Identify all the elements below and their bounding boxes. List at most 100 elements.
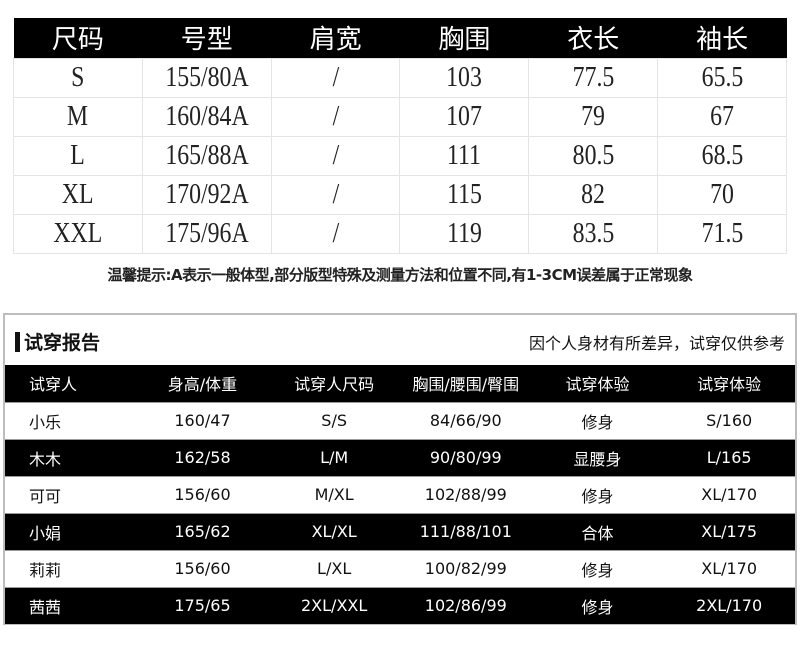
trial-cell: 小娟 xyxy=(5,512,137,550)
size-cell-text: 160/84A xyxy=(165,100,249,132)
size-cell: 79 xyxy=(528,96,659,137)
trial-cell: 102/88/99 xyxy=(399,475,532,513)
trial-cell: 茜茜 xyxy=(5,586,137,624)
size-cell: 67 xyxy=(657,96,787,137)
size-cell-text: / xyxy=(332,100,339,132)
trial-cell: 可可 xyxy=(5,475,137,513)
size-cell: 165/88A xyxy=(141,135,272,176)
trial-cell: 合体 xyxy=(531,512,664,550)
size-cell-text: 65.5 xyxy=(701,61,743,93)
size-cell-text: 175/96A xyxy=(165,217,249,249)
trial-cell: 90/80/99 xyxy=(399,438,532,476)
trial-report: 试穿报告 因个人身材有所差异，试穿仅供参考 试穿人 身高/体重 试穿人尺码 胸围/腰围… xyxy=(3,313,797,625)
size-row: S 155/80A / 103 77.5 65.5 xyxy=(13,57,787,98)
trial-report-table: 试穿人 身高/体重 试穿人尺码 胸围/腰围/臀围 试穿体验 试穿体验 小乐 160/47 S/… xyxy=(5,365,795,624)
size-cell: 119 xyxy=(399,213,530,254)
size-cell-text: 83.5 xyxy=(572,217,615,249)
size-row: L 165/88A / 111 80.5 68.5 xyxy=(13,135,787,176)
trial-cell: 小乐 xyxy=(5,401,137,439)
trial-header-cell: 试穿人尺码 xyxy=(268,365,400,402)
size-cell-text: XXL xyxy=(53,217,103,249)
trial-cell: S/160 xyxy=(663,401,795,439)
size-cell-text: 107 xyxy=(446,100,483,132)
trial-cell: 木木 xyxy=(5,438,137,476)
trial-cell: 160/47 xyxy=(136,401,269,439)
trial-row: 莉莉 156/60 L/XL 100/82/99 修身 XL/170 xyxy=(5,549,795,587)
size-cell-text: 67 xyxy=(710,100,734,132)
size-cell: / xyxy=(270,57,401,98)
trial-cell: 修身 xyxy=(531,475,664,513)
size-cell: 82 xyxy=(528,174,659,215)
trial-cell: 165/62 xyxy=(136,512,269,550)
size-header-cell: 号型 xyxy=(142,18,272,58)
trial-row: 茜茜 175/65 2XL/XXL 102/86/99 修身 2XL/170 xyxy=(5,586,795,624)
size-cell: / xyxy=(270,135,401,176)
size-cell: / xyxy=(270,96,401,137)
trial-cell: 102/86/99 xyxy=(399,586,532,624)
size-cell: 170/92A xyxy=(141,174,272,215)
trial-cell: 84/66/90 xyxy=(399,401,532,439)
size-cell-text: XL xyxy=(62,178,94,210)
size-cell: 160/84A xyxy=(141,96,272,137)
size-cell: L xyxy=(13,135,143,176)
size-cell-text: / xyxy=(332,139,339,171)
size-cell-text: 70 xyxy=(710,178,734,210)
size-cell: 115 xyxy=(399,174,530,215)
trial-row: 可可 156/60 M/XL 102/88/99 修身 XL/170 xyxy=(5,475,795,513)
size-cell-text: S xyxy=(71,61,85,93)
size-row: XL 170/92A / 115 82 70 xyxy=(13,174,787,215)
trial-cell: M/XL xyxy=(268,475,400,513)
size-cell: 103 xyxy=(399,57,530,98)
size-cell: 111 xyxy=(399,135,530,176)
trial-cell: XL/175 xyxy=(663,512,795,550)
trial-cell: 2XL/XXL xyxy=(268,586,400,624)
size-note: 温馨提示:A表示一般体型,部分版型特殊及测量方法和位置不同,有1-3CM误差属于… xyxy=(107,266,693,284)
size-row: M 160/84A / 107 79 67 xyxy=(13,96,787,137)
size-header-cell: 胸围 xyxy=(399,18,529,58)
trial-cell: 2XL/170 xyxy=(663,586,795,624)
size-cell-text: 80.5 xyxy=(572,139,615,171)
size-cell-text: 155/80A xyxy=(165,61,249,93)
trial-cell: L/165 xyxy=(663,438,795,476)
trial-cell: 修身 xyxy=(531,549,664,587)
size-cell: / xyxy=(270,174,401,215)
size-cell: 107 xyxy=(399,96,530,137)
trial-cell: 修身 xyxy=(531,401,664,439)
trial-report-disclaimer: 因个人身材有所差异，试穿仅供参考 xyxy=(528,334,785,353)
trial-header-cell: 胸围/腰围/臀围 xyxy=(399,365,532,402)
trial-report-header: 试穿报告 因个人身材有所差异，试穿仅供参考 xyxy=(5,315,795,365)
size-cell: XXL xyxy=(13,213,143,254)
size-cell: 77.5 xyxy=(528,57,659,98)
size-header-cell: 衣长 xyxy=(528,18,658,58)
size-cell: 70 xyxy=(657,174,787,215)
size-cell-text: / xyxy=(332,178,339,210)
trial-cell: 162/58 xyxy=(136,438,269,476)
size-cell-text: 82 xyxy=(581,178,606,210)
trial-cell: S/S xyxy=(268,401,400,439)
size-cell-text: 68.5 xyxy=(701,139,743,171)
size-cell: XL xyxy=(13,174,143,215)
trial-row: 小娟 165/62 XL/XL 111/88/101 合体 XL/175 xyxy=(5,512,795,550)
trial-cell: L/XL xyxy=(268,549,400,587)
trial-cell: 111/88/101 xyxy=(399,512,532,550)
size-cell-text: 77.5 xyxy=(572,61,615,93)
trial-row: 小乐 160/47 S/S 84/66/90 修身 S/160 xyxy=(5,401,795,439)
trial-cell: XL/XL xyxy=(268,512,400,550)
size-cell: S xyxy=(13,57,143,98)
size-cell: 71.5 xyxy=(657,213,787,254)
trial-header-cell: 试穿人 xyxy=(5,365,137,402)
trial-report-title-text: 试穿报告 xyxy=(24,332,101,354)
size-cell-text: L xyxy=(70,139,86,171)
size-cell-text: 111 xyxy=(447,139,482,171)
trial-header-cell: 试穿体验 xyxy=(663,365,795,402)
size-cell: 175/96A xyxy=(141,213,272,254)
size-cell: 155/80A xyxy=(141,57,272,98)
size-chart-header-row: 尺码 号型 肩宽 胸围 衣长 袖长 xyxy=(13,18,787,58)
size-cell-text: / xyxy=(332,217,339,249)
size-cell-text: 165/88A xyxy=(165,139,249,171)
trial-header-cell: 试穿体验 xyxy=(531,365,664,402)
trial-cell: 156/60 xyxy=(136,475,269,513)
trial-cell: 显腰身 xyxy=(531,438,664,476)
size-cell-text: 79 xyxy=(581,100,606,132)
size-cell-text: 71.5 xyxy=(701,217,743,249)
